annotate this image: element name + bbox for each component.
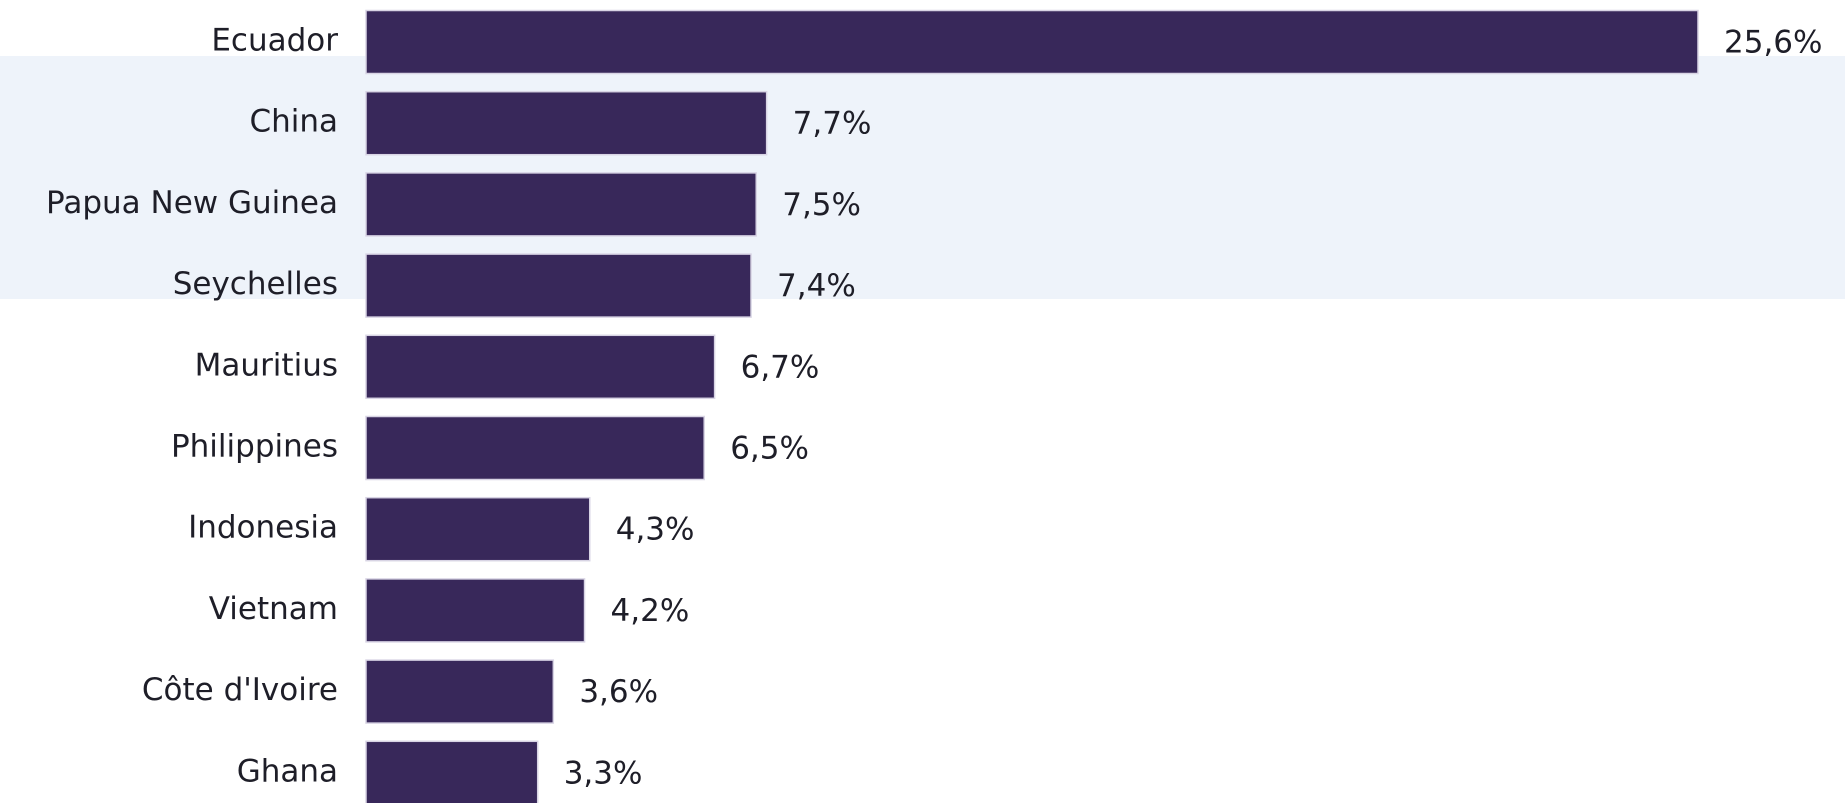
bar: [365, 496, 591, 562]
category-label: Mauritius: [195, 347, 338, 383]
bar: [365, 415, 705, 481]
data-label: 7,5%: [782, 187, 861, 223]
data-label: 3,6%: [579, 674, 658, 710]
bar: [365, 578, 586, 643]
bar: [365, 253, 752, 318]
category-label: Côte d'Ivoire: [142, 672, 338, 708]
data-label: 7,4%: [777, 268, 856, 304]
bar: [365, 334, 716, 400]
category-label: Seychelles: [173, 266, 338, 302]
highlight-band: [0, 56, 1845, 299]
category-label: Indonesia: [188, 510, 338, 546]
data-label: 3,3%: [564, 755, 643, 791]
data-label: 6,7%: [741, 349, 820, 385]
category-label: Philippines: [171, 429, 338, 465]
bar: [365, 172, 757, 237]
category-label: Ghana: [237, 753, 338, 789]
category-label: Vietnam: [209, 591, 338, 627]
bar: [365, 90, 768, 156]
category-label: Papua New Guinea: [46, 185, 338, 221]
data-label: 4,2%: [611, 593, 690, 629]
data-label: 6,5%: [730, 431, 809, 467]
bar: [365, 740, 539, 803]
bar: [365, 9, 1699, 75]
bar: [365, 659, 555, 724]
data-label: 4,3%: [616, 512, 695, 548]
data-label: 7,7%: [793, 106, 872, 142]
category-label: Ecuador: [211, 23, 338, 59]
data-label: 25,6%: [1724, 25, 1822, 61]
category-label: China: [249, 104, 338, 140]
